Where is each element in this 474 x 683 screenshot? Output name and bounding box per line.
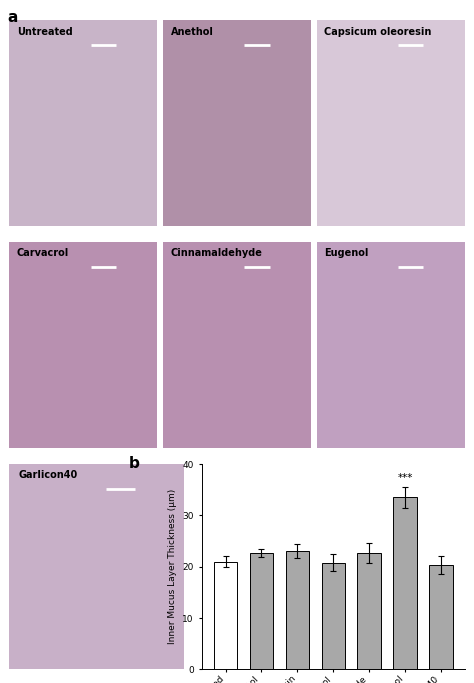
Y-axis label: Inner Mucus Layer Thickness (μm): Inner Mucus Layer Thickness (μm)	[168, 489, 177, 644]
Text: b: b	[128, 456, 139, 471]
Text: Eugenol: Eugenol	[324, 249, 369, 258]
Text: Anethol: Anethol	[171, 27, 213, 37]
Text: Untreated: Untreated	[17, 27, 73, 37]
Bar	[393, 497, 417, 669]
Text: Capsicum oleoresin: Capsicum oleoresin	[324, 27, 431, 37]
Bar	[250, 553, 273, 669]
Text: Carvacrol: Carvacrol	[17, 249, 69, 258]
Text: a: a	[7, 10, 18, 25]
Text: ***: ***	[397, 473, 413, 483]
Bar	[357, 553, 381, 669]
Bar	[286, 551, 309, 669]
Bar	[321, 563, 345, 669]
Bar	[214, 561, 237, 669]
Text: Cinnamaldehyde: Cinnamaldehyde	[171, 249, 263, 258]
Text: Garlicon40: Garlicon40	[18, 470, 77, 480]
Bar	[429, 565, 453, 669]
